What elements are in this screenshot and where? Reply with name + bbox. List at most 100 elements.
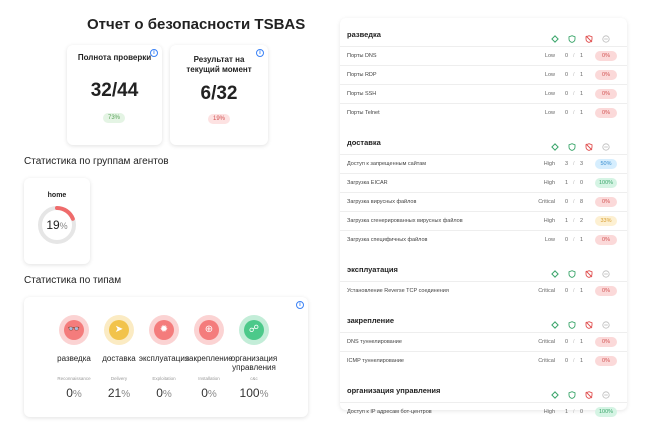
type-value-number: 0 xyxy=(201,386,208,400)
scenario-percent-badge: 0% xyxy=(595,70,617,80)
scenario-percent-badge: 100% xyxy=(595,178,617,188)
scenario-level: Low xyxy=(544,72,555,78)
scenario-row[interactable]: Доступ к запрещенным сайтам High 3 / 3 50% xyxy=(340,154,627,173)
scenario-row[interactable]: Загрузка специфичных файлов Low 0 / 1 0% xyxy=(340,230,627,249)
current-result-pill: 19% xyxy=(208,114,230,124)
scenario-percent-badge: 33% xyxy=(595,216,617,226)
scenario-percent-badge: 0% xyxy=(595,337,617,347)
completeness-card: i Полнота проверки 32/44 73% xyxy=(67,45,162,145)
scenario-failed: 1 xyxy=(580,72,584,78)
current-result-value: 6/32 xyxy=(200,83,238,104)
scenario-level: Critical xyxy=(538,288,555,294)
scenario-failed: 1 xyxy=(580,53,584,59)
type-2-circle[interactable]: ✹ xyxy=(149,315,179,345)
scenario-passed: 1 xyxy=(565,180,569,186)
shield-icon xyxy=(568,30,576,43)
scenario-percent-badge: 0% xyxy=(595,51,617,61)
scenario-name: ICMP туннелирование xyxy=(347,358,404,364)
type-1-circle[interactable]: ➤ xyxy=(104,315,134,345)
scenario-level: Low xyxy=(544,110,555,116)
type-0-circle[interactable]: 👓 xyxy=(59,315,89,345)
separator: / xyxy=(573,53,575,59)
separator: / xyxy=(573,237,575,243)
scenario-name: Доступ к запрещенным сайтам xyxy=(347,161,427,167)
type-value-unit: % xyxy=(72,389,82,400)
current-result-title: Результат на текущий момент xyxy=(186,55,252,74)
scenario-row[interactable]: Доступ к IP адресам бот-центров High 1 / 0 10… xyxy=(340,402,627,421)
scenario-name: Порты Telnet xyxy=(347,110,380,116)
scenario-level: High xyxy=(543,180,555,186)
scenario-row[interactable]: Загрузка сгенерированных вирусных файлов… xyxy=(340,211,627,230)
group-heading: эксплуатация xyxy=(347,265,398,274)
scenario-row[interactable]: Порты Telnet Low 0 / 1 0% xyxy=(340,103,627,122)
scenario-passed: 0 xyxy=(565,288,569,294)
scenario-row[interactable]: Загрузка вирусных файлов Critical 0 / 8 0% xyxy=(340,192,627,211)
scenario-level: High xyxy=(543,218,555,224)
scenario-failed: 1 xyxy=(580,91,584,97)
diamond-icon xyxy=(551,386,559,399)
scenario-row[interactable]: Порты RDP Low 0 / 1 0% xyxy=(340,65,627,84)
scenario-failed: 1 xyxy=(580,237,584,243)
separator: / xyxy=(573,110,575,116)
type-label: эксплуатация xyxy=(138,354,190,363)
scenario-failed: 8 xyxy=(580,199,584,205)
agent-group-value: 19% xyxy=(38,218,76,232)
scenario-row[interactable]: ICMP туннелирование Critical 0 / 1 0% xyxy=(340,351,627,370)
scenario-percent-badge: 0% xyxy=(595,235,617,245)
scenario-row[interactable]: Порты SSH Low 0 / 1 0% xyxy=(340,84,627,103)
globe-icon: ⊕ xyxy=(199,320,219,340)
shield-off-icon xyxy=(585,138,593,151)
types-heading: Статистика по типам xyxy=(24,275,122,286)
scenario-row[interactable]: Порты DNS Low 0 / 1 0% xyxy=(340,46,627,65)
gear-icon: ✹ xyxy=(154,320,174,340)
types-card: i 👓 разведка Reconnaissance 0% ➤ доставка Deli… xyxy=(24,297,308,417)
agent-group-unit: % xyxy=(59,221,68,231)
minus-circle-icon xyxy=(602,138,610,151)
scenario-row[interactable]: Загрузка EICAR High 1 / 0 100% xyxy=(340,173,627,192)
shield-off-icon xyxy=(585,265,593,278)
scenario-passed: 0 xyxy=(565,339,569,345)
info-icon[interactable]: i xyxy=(150,49,158,57)
scenario-passed: 0 xyxy=(565,358,569,364)
separator: / xyxy=(573,91,575,97)
separator: / xyxy=(573,72,575,78)
agent-group-ring xyxy=(38,206,76,244)
scenario-level: High xyxy=(543,409,555,415)
scenario-name: Загрузка специфичных файлов xyxy=(347,237,428,243)
type-value-number: 0 xyxy=(66,386,73,400)
scenario-percent-badge: 0% xyxy=(595,286,617,296)
info-icon[interactable]: i xyxy=(256,49,264,57)
type-4-circle[interactable]: ☍ xyxy=(239,315,269,345)
paper-plane-icon: ➤ xyxy=(109,320,129,340)
scenario-level: Low xyxy=(544,53,555,59)
agent-group-card[interactable]: home 19% xyxy=(24,178,90,264)
shield-icon xyxy=(568,138,576,151)
info-icon[interactable]: i xyxy=(296,301,304,309)
scenario-name: Загрузка сгенерированных вирусных файлов xyxy=(347,218,463,224)
scenario-passed: 0 xyxy=(565,91,569,97)
shield-off-icon xyxy=(585,386,593,399)
type-value: 0% xyxy=(179,386,239,400)
type-3-circle[interactable]: ⊕ xyxy=(194,315,224,345)
scenario-passed: 1 xyxy=(565,218,569,224)
type-value: 0% xyxy=(44,386,104,400)
scenario-percent-badge: 50% xyxy=(595,159,617,169)
scenario-name: Установление Reverse TCP соединения xyxy=(347,288,449,294)
scenario-percent-badge: 0% xyxy=(595,89,617,99)
scenario-failed: 3 xyxy=(580,161,584,167)
scenario-level: Critical xyxy=(538,199,555,205)
scenario-passed: 0 xyxy=(565,199,569,205)
agent-group-number: 19 xyxy=(46,218,60,232)
type-value: 21% xyxy=(89,386,149,400)
scenario-row[interactable]: DNS туннелирование Critical 0 / 1 0% xyxy=(340,332,627,351)
scenario-passed: 0 xyxy=(565,237,569,243)
type-value: 0% xyxy=(134,386,194,400)
shield-off-icon xyxy=(585,30,593,43)
scenario-row[interactable]: Установление Reverse TCP соединения Criti… xyxy=(340,281,627,300)
scenario-percent-badge: 100% xyxy=(595,407,617,417)
type-sublabel: Exploitation xyxy=(152,376,176,381)
diamond-icon xyxy=(551,265,559,278)
scenario-name: Порты RDP xyxy=(347,72,377,78)
scenario-level: High xyxy=(543,161,555,167)
scenario-failed: 1 xyxy=(580,110,584,116)
